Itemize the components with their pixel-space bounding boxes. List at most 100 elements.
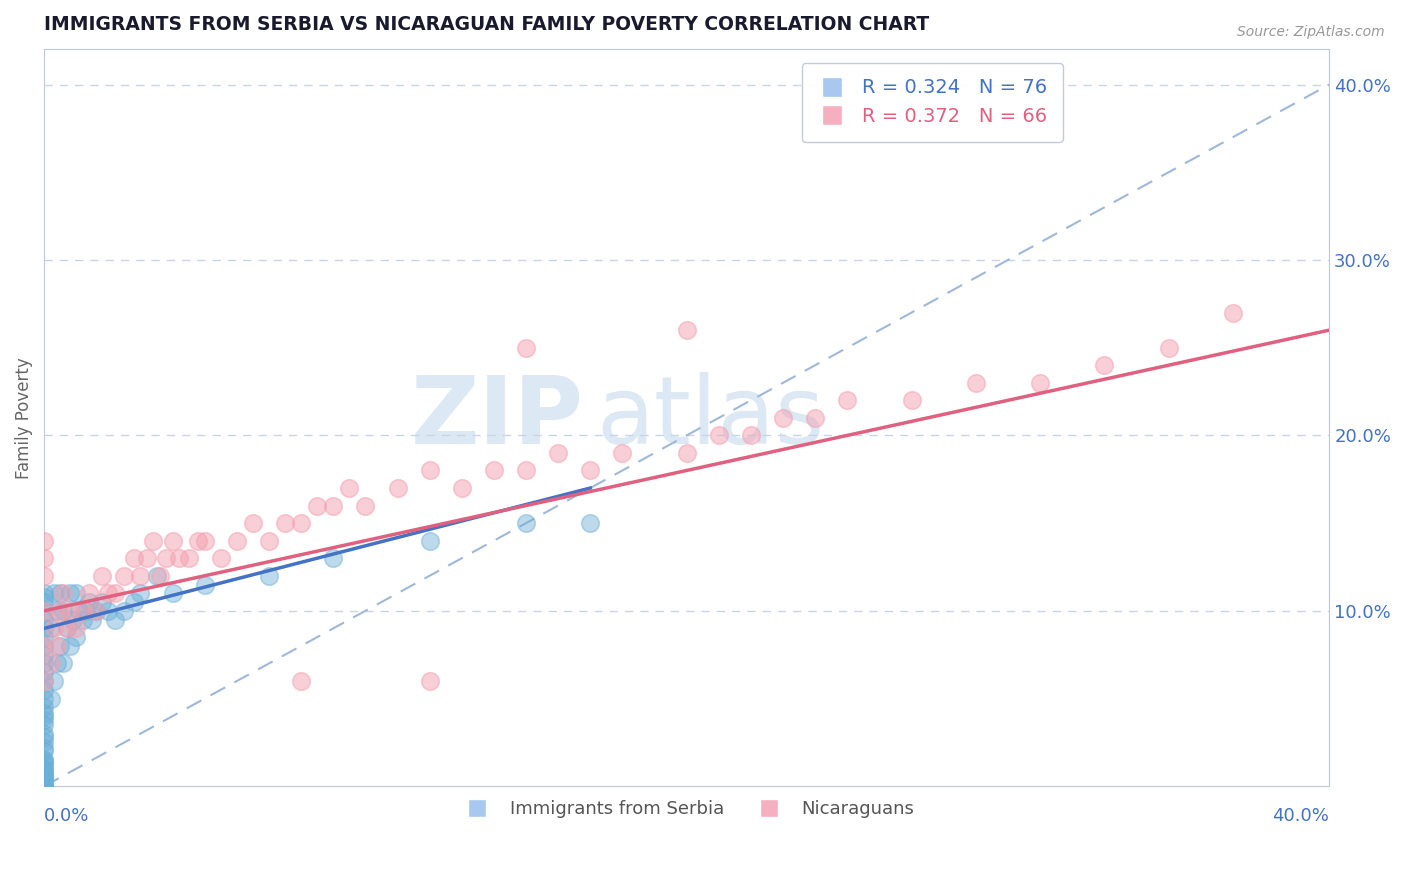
Point	[740, 428, 762, 442]
Point	[32, 604, 55, 618]
Point	[49, 639, 72, 653]
Point	[32, 771, 55, 785]
Point	[1029, 376, 1052, 390]
Point	[32, 691, 55, 706]
Point	[32, 779, 55, 793]
Point	[32, 673, 55, 688]
Point	[482, 463, 505, 477]
Point	[32, 604, 55, 618]
Point	[177, 551, 200, 566]
Point	[97, 604, 120, 618]
Point	[32, 709, 55, 723]
Point	[32, 706, 55, 720]
Point	[32, 718, 55, 732]
Point	[52, 604, 75, 618]
Text: Source: ZipAtlas.com: Source: ZipAtlas.com	[1237, 25, 1385, 39]
Point	[129, 586, 152, 600]
Point	[55, 621, 77, 635]
Point	[77, 586, 100, 600]
Point	[257, 568, 280, 582]
Point	[837, 393, 859, 408]
Point	[167, 551, 190, 566]
Point	[194, 533, 217, 548]
Point	[114, 604, 136, 618]
Point	[32, 682, 55, 697]
Point	[32, 630, 55, 644]
Point	[46, 657, 69, 671]
Point	[72, 604, 94, 618]
Point	[32, 726, 55, 740]
Point	[515, 516, 537, 530]
Point	[32, 762, 55, 776]
Point	[32, 568, 55, 582]
Point	[32, 767, 55, 781]
Point	[32, 590, 55, 604]
Point	[675, 446, 697, 460]
Point	[32, 762, 55, 776]
Point	[65, 586, 87, 600]
Point	[515, 341, 537, 355]
Point	[322, 499, 344, 513]
Point	[59, 604, 82, 618]
Point	[32, 648, 55, 662]
Point	[579, 463, 602, 477]
Point	[32, 533, 55, 548]
Point	[257, 533, 280, 548]
Point	[900, 393, 922, 408]
Point	[612, 446, 634, 460]
Text: ZIP: ZIP	[411, 372, 583, 464]
Point	[965, 376, 987, 390]
Point	[84, 604, 107, 618]
Point	[579, 516, 602, 530]
Text: atlas: atlas	[596, 372, 825, 464]
Point	[32, 758, 55, 772]
Point	[52, 657, 75, 671]
Point	[32, 740, 55, 755]
Point	[149, 568, 172, 582]
Point	[32, 621, 55, 635]
Point	[225, 533, 247, 548]
Point	[75, 604, 97, 618]
Point	[32, 756, 55, 771]
Point	[274, 516, 297, 530]
Point	[62, 613, 84, 627]
Point	[104, 613, 127, 627]
Point	[42, 621, 65, 635]
Point	[32, 735, 55, 749]
Point	[419, 533, 441, 548]
Point	[42, 586, 65, 600]
Point	[32, 595, 55, 609]
Point	[122, 551, 145, 566]
Text: IMMIGRANTS FROM SERBIA VS NICARAGUAN FAMILY POVERTY CORRELATION CHART: IMMIGRANTS FROM SERBIA VS NICARAGUAN FAM…	[44, 15, 929, 34]
Point	[32, 776, 55, 790]
Point	[32, 753, 55, 767]
Point	[91, 568, 114, 582]
Point	[194, 577, 217, 591]
Point	[450, 481, 472, 495]
Point	[32, 779, 55, 793]
Point	[1157, 341, 1180, 355]
Point	[32, 769, 55, 783]
Point	[32, 744, 55, 758]
Point	[72, 613, 94, 627]
Point	[104, 586, 127, 600]
Point	[290, 673, 312, 688]
Point	[114, 568, 136, 582]
Point	[65, 621, 87, 635]
Point	[32, 673, 55, 688]
Legend: Immigrants from Serbia, Nicaraguans: Immigrants from Serbia, Nicaraguans	[451, 793, 921, 825]
Y-axis label: Family Poverty: Family Poverty	[15, 357, 32, 479]
Point	[162, 586, 184, 600]
Point	[46, 604, 69, 618]
Point	[142, 533, 165, 548]
Point	[59, 639, 82, 653]
Point	[32, 613, 55, 627]
Point	[39, 691, 62, 706]
Point	[675, 323, 697, 337]
Point	[804, 410, 827, 425]
Point	[84, 604, 107, 618]
Point	[46, 639, 69, 653]
Point	[32, 639, 55, 653]
Point	[55, 621, 77, 635]
Point	[32, 713, 55, 727]
